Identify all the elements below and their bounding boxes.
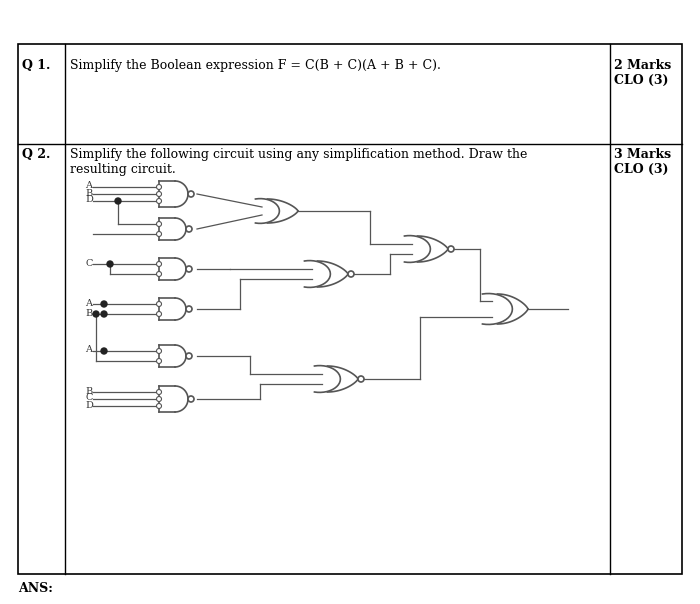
Text: Simplify the following circuit using any simplification method. Draw the
resulti: Simplify the following circuit using any… (70, 148, 527, 176)
Text: B: B (85, 387, 92, 396)
Text: C: C (85, 259, 92, 268)
Circle shape (186, 306, 192, 312)
Circle shape (157, 222, 162, 226)
Text: ANS:: ANS: (18, 582, 53, 595)
Circle shape (157, 301, 162, 306)
Circle shape (157, 396, 162, 402)
Circle shape (101, 301, 107, 307)
Circle shape (186, 353, 192, 359)
Circle shape (448, 246, 454, 252)
Circle shape (107, 261, 113, 267)
Circle shape (157, 390, 162, 394)
Circle shape (188, 396, 194, 402)
Circle shape (101, 348, 107, 354)
Text: CLO (3): CLO (3) (614, 163, 668, 176)
Circle shape (93, 311, 99, 317)
Circle shape (157, 272, 162, 277)
Circle shape (157, 231, 162, 237)
Circle shape (186, 226, 192, 232)
Circle shape (157, 359, 162, 364)
Text: A: A (85, 298, 92, 307)
Circle shape (157, 403, 162, 408)
Text: 3 Marks: 3 Marks (614, 148, 671, 161)
Text: D: D (85, 196, 93, 205)
Text: CLO (3): CLO (3) (614, 74, 668, 87)
Text: 2 Marks: 2 Marks (614, 59, 671, 72)
Circle shape (157, 191, 162, 196)
Text: B: B (85, 309, 92, 318)
Circle shape (157, 349, 162, 353)
Text: Q 2.: Q 2. (22, 148, 50, 161)
Text: A: A (85, 345, 92, 355)
Text: Simplify the Boolean expression F = C(B + C)(A + B + C).: Simplify the Boolean expression F = C(B … (70, 59, 441, 72)
Circle shape (115, 198, 121, 204)
Circle shape (101, 311, 107, 317)
Circle shape (157, 262, 162, 266)
Text: A: A (85, 181, 92, 190)
Circle shape (348, 271, 354, 277)
Circle shape (157, 184, 162, 190)
Text: B: B (85, 188, 92, 198)
Circle shape (157, 199, 162, 204)
Circle shape (188, 191, 194, 197)
Circle shape (358, 376, 364, 382)
Text: D: D (85, 400, 93, 410)
Text: C: C (85, 393, 92, 402)
Text: Q 1.: Q 1. (22, 59, 50, 72)
Circle shape (157, 312, 162, 316)
Circle shape (186, 266, 192, 272)
